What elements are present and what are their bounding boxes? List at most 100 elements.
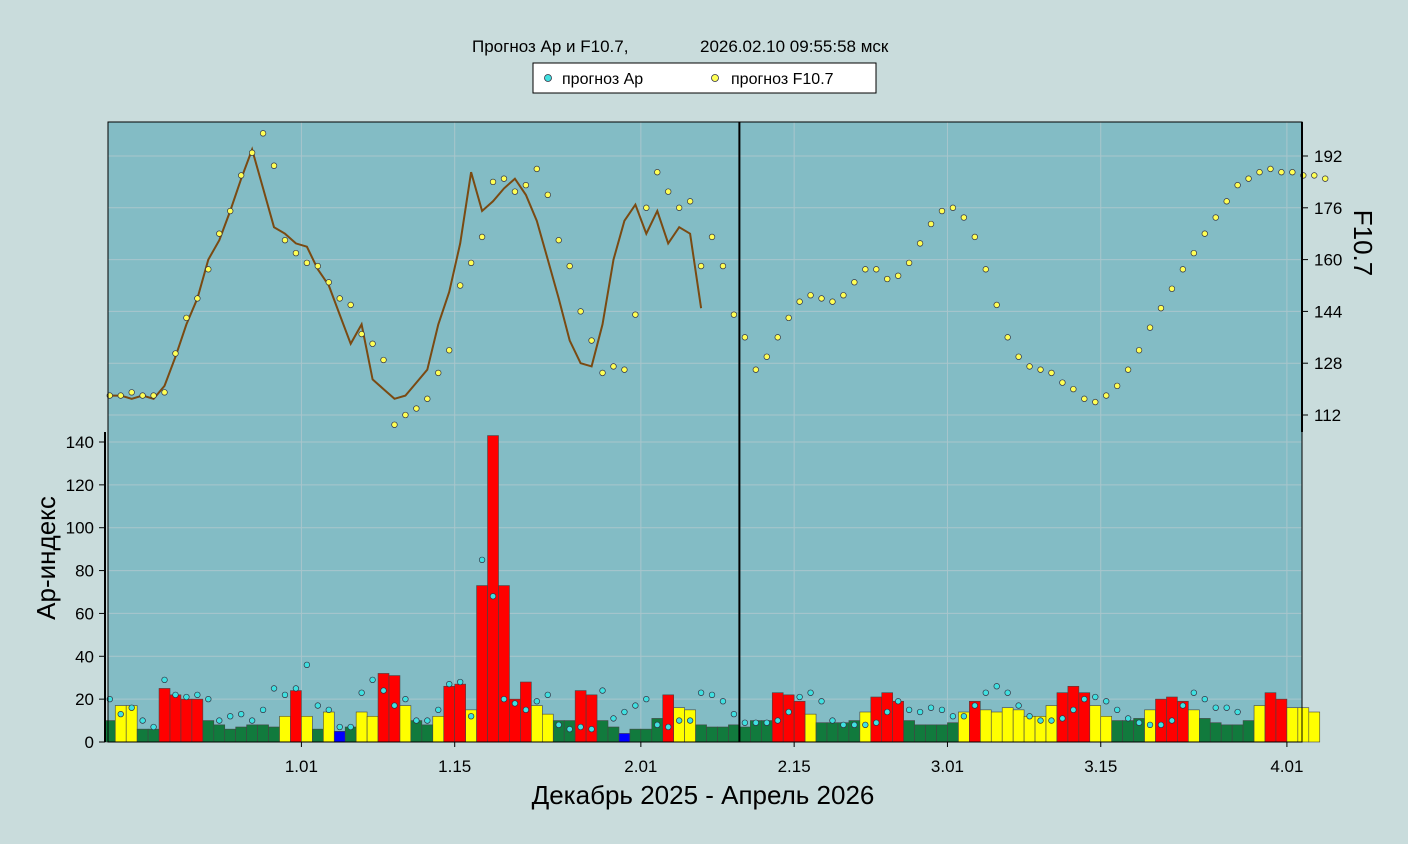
ap-forecast-dot [697,689,705,696]
f107-forecast-dot [818,295,825,302]
f107-forecast-dot [128,389,135,396]
ap-forecast-dot [982,689,989,696]
ap-forecast-dot [840,721,847,729]
ap-bar [147,728,160,743]
ap-bar [268,726,280,743]
f107-forecast-dot [467,259,475,266]
ap-forecast-dot [325,706,332,714]
f107-forecast-dot [851,279,858,286]
ap-forecast-dot [205,695,212,703]
f107-forecast-dot [1223,198,1230,205]
f107-forecast-dot [643,204,650,211]
ap-bar [629,728,642,743]
ap-bar [301,715,313,743]
ap-forecast-dot [446,680,453,688]
f107-forecast-dot [1245,175,1252,182]
f107-forecast-dot [566,262,573,270]
ap-bar [585,694,598,743]
ap-forecast-dot [752,719,759,726]
f107-forecast-dot [1289,169,1296,176]
ap-forecast-dot [829,717,836,724]
ap-bar [706,726,718,743]
ap-bar [1089,705,1102,743]
ap-bar [1111,720,1123,743]
ap-bar [421,724,434,743]
ap-forecast-dot [905,706,913,714]
ap-forecast-dot [467,713,475,720]
ap-forecast-dot [259,706,267,714]
ap-bar [169,694,182,743]
ap-forecast-dot [1234,708,1241,716]
ap-bar [180,698,193,743]
ap-bar [125,705,138,743]
ap-bar [1122,720,1134,743]
legend-ap-marker [544,74,552,82]
f107-forecast-dot [205,266,212,273]
ap-tick-label: 100 [66,519,94,538]
ap-forecast-dot [665,723,672,731]
ap-bar [618,733,631,743]
ap-forecast-dot [927,704,935,711]
ap-bar [487,435,499,743]
ap-bar [257,724,269,743]
f107-forecast-dot [369,340,376,347]
f107-forecast-dot [1212,214,1219,221]
f107-forecast-dot [1081,395,1088,402]
f107-forecast-dot [380,356,387,364]
ap-bar [541,713,554,743]
ap-tick-label: 120 [66,476,94,495]
f107-forecast-dot [949,204,957,211]
ap-bar [432,715,445,743]
ap-bar [202,720,215,743]
f107-forecast-dot [259,130,267,137]
f107-forecast-dot [686,198,694,205]
ap-bar [684,709,696,743]
ap-bar [443,685,455,743]
ap-bar [224,728,236,743]
ap-forecast-dot [533,698,540,705]
ap-bar [662,694,674,743]
axes [104,122,1303,742]
f107-forecast-dot [1256,169,1263,176]
ap-forecast-dot [1157,721,1165,729]
ap-forecast-dot [884,708,891,716]
ap-bar [1067,685,1080,743]
chart-timestamp: 2026.02.10 09:55:58 мск [700,37,889,56]
ap-forecast-dot [402,695,409,703]
f107-forecast-dot [632,311,639,318]
ap-forecast-dot [719,698,727,705]
f107-forecast-dot [522,181,530,189]
ap-bar [782,694,795,743]
ap-bar [990,711,1003,743]
ap-bar [596,720,609,743]
ap-bar [903,720,915,743]
f107-forecast-dot [303,259,311,266]
f107-forecast-dot [1267,165,1274,173]
ap-forecast-dot [1124,715,1132,722]
ap-forecast-dot [916,708,924,716]
ap-forecast-dot [873,719,880,726]
f107-forecast-dot [544,191,551,199]
ap-bar [640,728,653,743]
ap-forecast-dot [227,713,234,720]
ap-bar [476,585,488,743]
f107-forecast-dot [741,334,749,341]
f107-forecast-dot [665,188,672,195]
ap-tick-label: 140 [66,433,94,452]
f107-forecast-dot [873,266,880,273]
ap-forecast-dot [938,706,946,714]
f107-forecast-dot [982,266,989,273]
f107-forecast-dot [621,366,628,373]
f107-forecast-dots [106,130,1329,428]
ap-bar [804,713,817,743]
f107-forecast-dot [840,292,847,299]
ap-forecast-dot [500,695,508,703]
f107-forecast-dot [1026,363,1033,370]
x-tick-label: 2.01 [624,757,657,776]
f107-forecast-dot [1114,382,1121,390]
ap-bar [607,726,620,743]
ap-bar [771,692,784,743]
f107-forecast-dot [697,262,705,270]
ap-bar [136,728,149,743]
f107-forecast-dot [1092,398,1099,406]
